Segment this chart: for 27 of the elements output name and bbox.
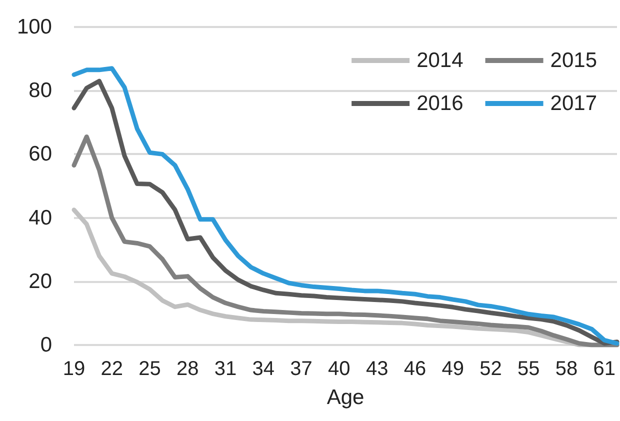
x-tick-label: 40 — [328, 358, 350, 380]
x-tick-label: 43 — [366, 358, 388, 380]
line-series — [72, 134, 620, 348]
x-tick-label: 52 — [480, 358, 502, 380]
x-axis-title: Age — [326, 386, 364, 409]
y-tick-label: 100 — [16, 16, 52, 38]
x-tick-label: 58 — [555, 358, 578, 380]
y-tick-label: 80 — [28, 79, 52, 102]
x-tick-label: 31 — [214, 358, 237, 380]
x-tick-label: 25 — [138, 358, 161, 380]
y-tick-label: 40 — [28, 206, 52, 230]
legend-label: 2017 — [550, 92, 597, 115]
x-tick-label: 55 — [517, 358, 540, 380]
x-tick-label: 61 — [593, 358, 616, 380]
legend-label: 2014 — [416, 49, 464, 72]
legend-label: 2016 — [416, 92, 464, 115]
y-tick-label: 0 — [40, 334, 52, 356]
y-tick-label: 60 — [28, 142, 52, 166]
x-tick-label: 28 — [176, 358, 199, 380]
x-tick-label: 19 — [62, 358, 86, 380]
x-tick-label: 46 — [404, 358, 426, 380]
x-tick-label: 37 — [290, 358, 312, 380]
y-tick-label: 20 — [28, 270, 52, 293]
legend-label: 2015 — [550, 49, 597, 72]
x-tick-label: 34 — [252, 358, 275, 380]
x-tick-label: 22 — [100, 358, 124, 380]
x-tick-label: 49 — [442, 358, 464, 380]
